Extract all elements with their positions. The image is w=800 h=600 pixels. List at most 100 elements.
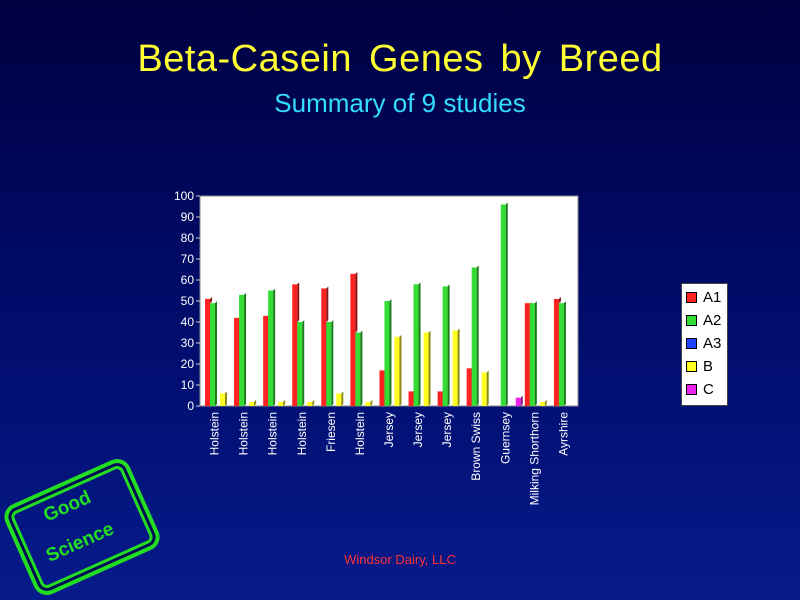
- legend-swatch: [686, 383, 697, 395]
- bar-a2: [413, 284, 419, 406]
- bar-b-top: [539, 399, 547, 402]
- bar-b: [452, 330, 458, 406]
- bar-b-side: [283, 399, 286, 406]
- bar-c: [515, 397, 521, 406]
- x-tick-label: Friesen: [324, 412, 338, 452]
- bar-a2-side: [331, 320, 334, 406]
- y-tick-label: 10: [181, 378, 195, 392]
- bar-a1-top: [292, 282, 300, 285]
- bar-b-top: [481, 370, 489, 373]
- bar-b-top: [423, 330, 431, 333]
- bar-a2: [210, 303, 215, 406]
- bar-a2-top: [413, 282, 421, 285]
- legend-swatch: [686, 337, 697, 349]
- legend-item-c: C: [686, 379, 714, 399]
- bar-a1-top: [350, 271, 358, 274]
- bar-b: [307, 401, 313, 406]
- y-tick-label: 60: [181, 273, 195, 287]
- y-tick-label: 40: [181, 315, 195, 329]
- chart-title: Beta-Casein Genes by Breed: [137, 38, 663, 80]
- bar-b-side: [370, 399, 373, 406]
- bar-b: [220, 393, 225, 406]
- y-tick-label: 80: [181, 231, 195, 245]
- legend-item-a3: A3: [686, 333, 721, 353]
- legend-label: C: [703, 380, 714, 398]
- bar-a1: [205, 298, 210, 406]
- bar-a2-side: [389, 299, 392, 406]
- bar-a2: [355, 332, 361, 406]
- bar-a2-side: [215, 301, 217, 406]
- bar-a2-side: [505, 202, 508, 406]
- x-tick-label: Milking Shorthorn: [527, 412, 541, 505]
- bar-b-top: [307, 399, 315, 402]
- y-tick-label: 30: [181, 336, 195, 350]
- bar-b-side: [457, 328, 460, 406]
- bar-a1: [408, 391, 414, 406]
- bar-a1: [553, 298, 559, 406]
- y-tick-label: 50: [181, 294, 195, 308]
- bar-b-side: [312, 399, 315, 406]
- bar-a2: [471, 267, 477, 406]
- bar-a1: [437, 391, 443, 406]
- bar-b-side: [254, 399, 257, 406]
- x-tick-label: Jersey: [440, 412, 454, 447]
- x-tick-label: Holstein: [353, 412, 367, 455]
- bar-a2-top: [239, 292, 247, 295]
- y-tick-label: 100: [174, 189, 194, 203]
- bar-a2-top: [471, 265, 479, 268]
- bar-a2-top: [297, 320, 305, 322]
- x-tick-label: Holstein: [208, 412, 222, 455]
- legend-label: A2: [703, 311, 722, 329]
- x-tick-label: Ayrshire: [556, 412, 570, 456]
- bar-a1-top: [524, 301, 532, 304]
- bar-a1-top: [553, 296, 561, 299]
- bar-a2: [442, 286, 448, 406]
- bar-b: [394, 336, 400, 406]
- legend-swatch: [686, 360, 697, 372]
- bar-a2: [500, 204, 506, 406]
- bar-a2-side: [447, 284, 450, 406]
- x-tick-label: Holstein: [237, 412, 251, 455]
- bar-b: [423, 332, 429, 406]
- bar-a1-top: [205, 296, 212, 299]
- bar-a2: [384, 301, 390, 406]
- bar-a2-side: [244, 292, 247, 406]
- legend-swatch: [686, 291, 697, 303]
- x-tick-label: Holstein: [266, 412, 280, 455]
- y-tick-label: 90: [181, 210, 195, 224]
- bar-a2-side: [534, 301, 537, 406]
- legend-swatch: [686, 314, 697, 326]
- bar-a2-top: [355, 330, 363, 333]
- bar-a2: [558, 303, 564, 406]
- bar-b-top: [365, 399, 373, 402]
- bar-a1: [379, 370, 385, 406]
- bar-a2-side: [476, 265, 479, 406]
- legend-label: B: [703, 357, 714, 375]
- bar-b: [278, 401, 284, 406]
- bar-b-side: [225, 391, 227, 406]
- bar-b-top: [394, 334, 402, 337]
- bar-b-side: [544, 399, 547, 406]
- bar-a2-top: [384, 299, 392, 301]
- bar-c-side: [520, 395, 523, 406]
- bar-c-top: [515, 395, 523, 398]
- bar-a2-top: [326, 320, 334, 322]
- bar-b-side: [428, 330, 431, 406]
- bar-a2-top: [500, 202, 508, 205]
- bar-a2-top: [268, 288, 276, 291]
- bar-b-side: [486, 370, 489, 406]
- footer-credit: Windsor Dairy, LLC: [344, 552, 456, 567]
- chart-subtitle: Summary of 9 studies: [274, 88, 526, 118]
- bar-b-side: [399, 334, 402, 406]
- x-tick-label: Brown Swiss: [469, 412, 483, 481]
- bar-b-top: [336, 391, 344, 394]
- bar-b: [365, 401, 371, 406]
- legend: A1 A2 A3 B C: [681, 283, 728, 406]
- x-tick-label: Jersey: [382, 412, 396, 447]
- legend-item-a1: A1: [686, 287, 721, 307]
- bar-b: [481, 372, 487, 406]
- bar-a1-top: [321, 286, 329, 289]
- bar-a1: [466, 368, 472, 406]
- bar-b-top: [220, 391, 227, 394]
